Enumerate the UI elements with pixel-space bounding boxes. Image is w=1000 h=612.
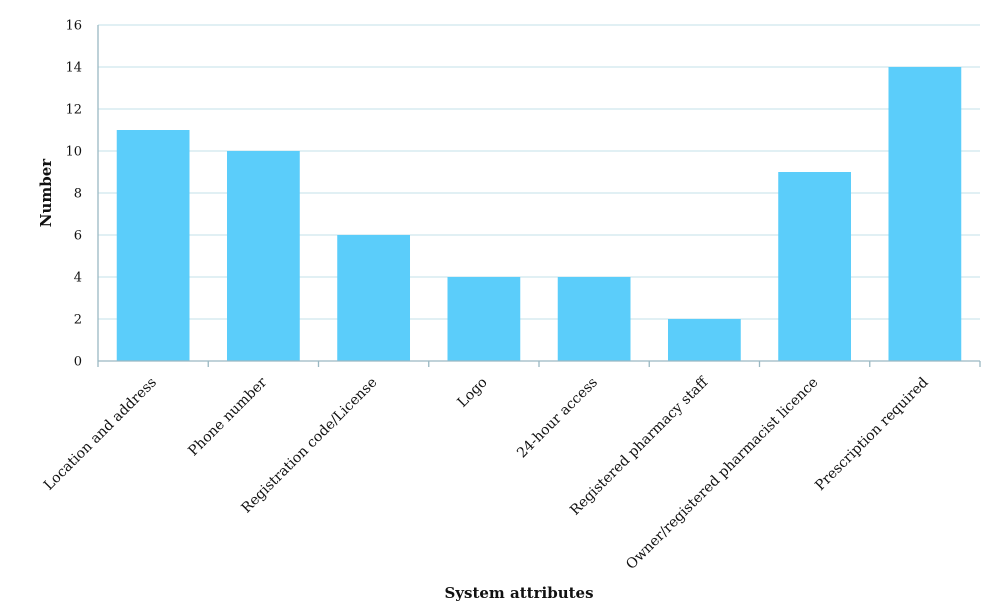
y-tick-label: 6 [74,229,82,244]
y-tick-label: 0 [74,355,82,370]
y-axis-title: Number [37,158,55,228]
x-tick-label: Owner/registered pharmacist licence [623,375,821,573]
bars [116,67,962,361]
axes [97,25,981,367]
x-axis-title: System attributes [444,584,593,602]
y-tick-label: 8 [74,187,82,202]
y-tick-label: 4 [74,271,82,286]
x-tick-label: Logo [455,375,491,411]
bar [778,172,852,361]
x-tick-label: Phone number [185,374,270,459]
y-tick-labels: 0 2 4 6 8 10 12 14 16 [65,19,82,370]
y-tick-label: 2 [74,313,82,328]
x-tick-label: Prescription required [812,374,931,493]
x-tick-labels: Location and address Phone numberRegistra… [41,374,932,573]
bar [667,319,741,361]
y-tick-label: 16 [65,19,82,34]
y-tick-label: 12 [65,103,82,118]
y-tick-label: 10 [65,145,82,160]
x-tick-label: Location and address [41,375,160,494]
bar [447,277,521,361]
x-tick-label: 24-hour access [514,375,601,462]
bar [557,277,631,361]
bar [888,67,962,361]
y-tick-label: 14 [65,61,82,76]
bar [116,130,190,361]
bar [226,151,300,361]
bar [337,235,411,361]
